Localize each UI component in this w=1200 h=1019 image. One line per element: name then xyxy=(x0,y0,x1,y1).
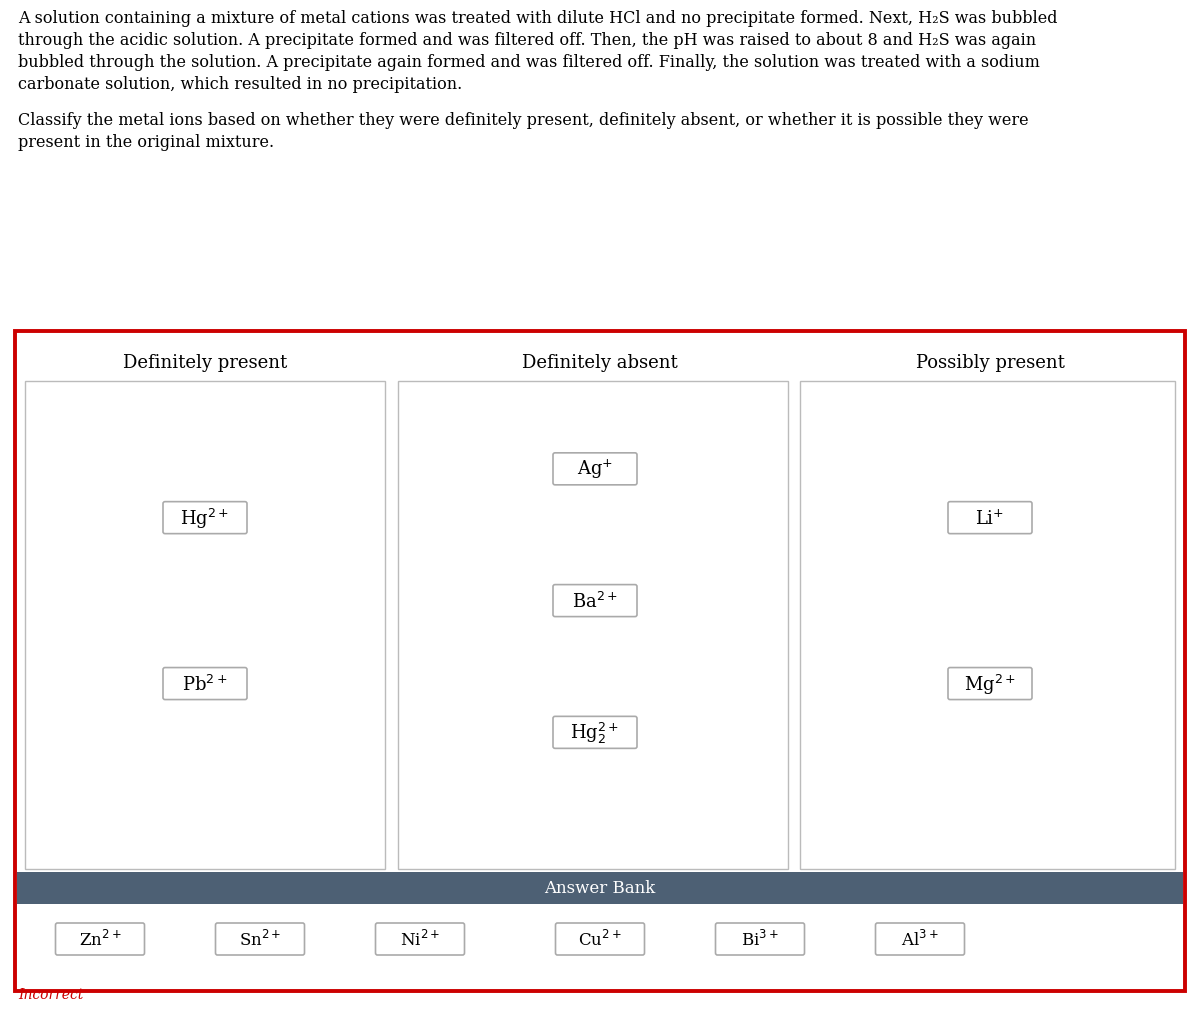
FancyBboxPatch shape xyxy=(163,502,247,534)
FancyBboxPatch shape xyxy=(55,923,144,955)
FancyBboxPatch shape xyxy=(948,502,1032,534)
Text: Hg$_2^{2+}$: Hg$_2^{2+}$ xyxy=(570,720,619,745)
Text: bubbled through the solution. A precipitate again formed and was filtered off. F: bubbled through the solution. A precipit… xyxy=(18,54,1040,71)
FancyBboxPatch shape xyxy=(216,923,305,955)
Text: Incorrect: Incorrect xyxy=(18,987,83,1001)
Text: A solution containing a mixture of metal cations was treated with dilute HCl and: A solution containing a mixture of metal… xyxy=(18,10,1057,26)
FancyBboxPatch shape xyxy=(376,923,464,955)
FancyBboxPatch shape xyxy=(16,331,1186,991)
Text: Classify the metal ions based on whether they were definitely present, definitel: Classify the metal ions based on whether… xyxy=(18,112,1028,128)
Text: Hg$^{2+}$: Hg$^{2+}$ xyxy=(180,506,229,530)
Text: Ni$^{2+}$: Ni$^{2+}$ xyxy=(400,929,440,949)
Text: Definitely present: Definitely present xyxy=(122,354,287,372)
FancyBboxPatch shape xyxy=(163,667,247,700)
Text: Sn$^{2+}$: Sn$^{2+}$ xyxy=(239,929,281,949)
FancyBboxPatch shape xyxy=(556,923,644,955)
Text: Mg$^{2+}$: Mg$^{2+}$ xyxy=(964,672,1016,696)
FancyBboxPatch shape xyxy=(553,716,637,749)
Text: through the acidic solution. A precipitate formed and was filtered off. Then, th: through the acidic solution. A precipita… xyxy=(18,32,1036,49)
Text: Al$^{3+}$: Al$^{3+}$ xyxy=(901,929,938,949)
Text: Answer Bank: Answer Bank xyxy=(545,879,655,897)
Text: Li$^{+}$: Li$^{+}$ xyxy=(976,508,1004,528)
FancyBboxPatch shape xyxy=(398,382,788,869)
Text: present in the original mixture.: present in the original mixture. xyxy=(18,133,274,151)
FancyBboxPatch shape xyxy=(948,667,1032,700)
FancyBboxPatch shape xyxy=(553,585,637,616)
Text: Zn$^{2+}$: Zn$^{2+}$ xyxy=(79,929,121,949)
Text: Bi$^{3+}$: Bi$^{3+}$ xyxy=(742,929,779,949)
FancyBboxPatch shape xyxy=(715,923,804,955)
Text: Cu$^{2+}$: Cu$^{2+}$ xyxy=(578,929,622,949)
Text: Pb$^{2+}$: Pb$^{2+}$ xyxy=(182,674,228,694)
Text: carbonate solution, which resulted in no precipitation.: carbonate solution, which resulted in no… xyxy=(18,76,462,93)
Text: Ba$^{2+}$: Ba$^{2+}$ xyxy=(572,591,618,611)
FancyBboxPatch shape xyxy=(25,382,385,869)
FancyBboxPatch shape xyxy=(553,453,637,485)
Text: Definitely absent: Definitely absent xyxy=(522,354,678,372)
FancyBboxPatch shape xyxy=(17,872,1183,904)
Text: Possibly present: Possibly present xyxy=(916,354,1064,372)
FancyBboxPatch shape xyxy=(876,923,965,955)
FancyBboxPatch shape xyxy=(800,382,1175,869)
Text: Ag$^{+}$: Ag$^{+}$ xyxy=(577,458,613,481)
